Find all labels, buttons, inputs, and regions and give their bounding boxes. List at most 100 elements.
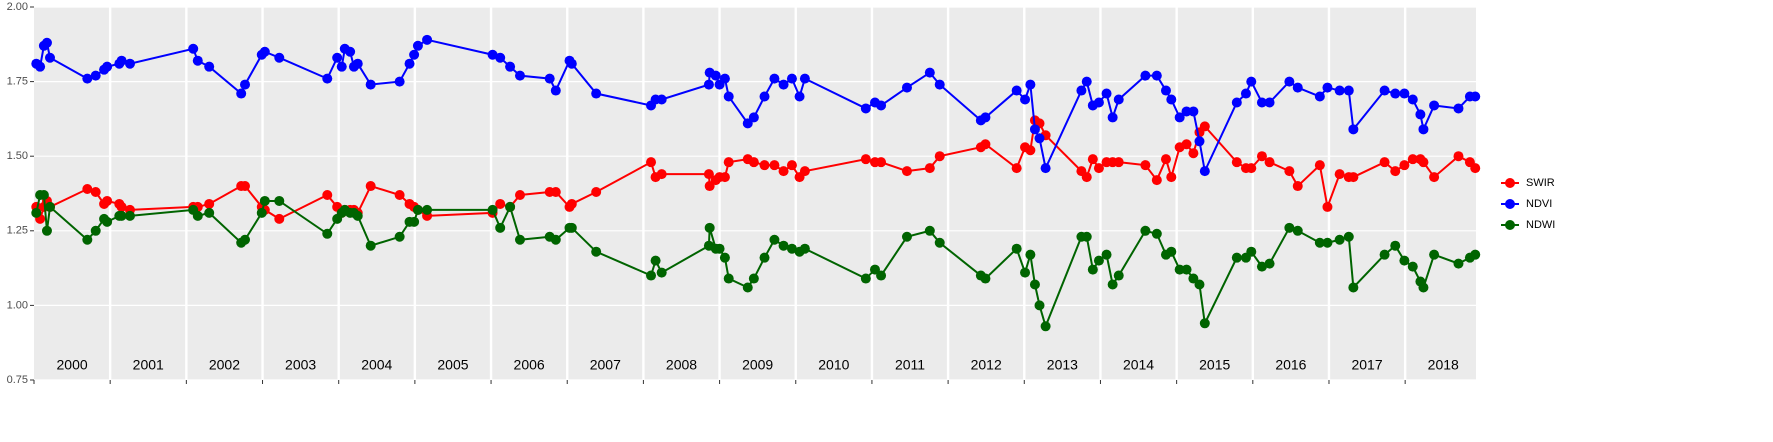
point <box>322 189 333 200</box>
point <box>1166 172 1177 183</box>
point <box>41 225 52 236</box>
point <box>1256 151 1267 162</box>
point <box>409 216 420 227</box>
point <box>1101 249 1112 260</box>
point <box>934 79 945 90</box>
point <box>1256 97 1267 108</box>
point <box>1011 85 1022 96</box>
point <box>90 70 101 81</box>
point <box>1034 133 1045 144</box>
point <box>1081 76 1092 87</box>
point <box>1140 70 1151 81</box>
point <box>901 231 912 242</box>
point <box>1343 85 1354 96</box>
point <box>1113 270 1124 281</box>
point <box>1151 70 1162 81</box>
x-tick-label: 2001 <box>133 357 164 373</box>
point <box>704 222 715 233</box>
point <box>1415 109 1426 120</box>
point <box>236 88 247 99</box>
point <box>412 204 423 215</box>
point <box>980 139 991 150</box>
point <box>1011 243 1022 254</box>
point <box>1040 321 1051 332</box>
point <box>1199 166 1210 177</box>
point <box>860 103 871 114</box>
point <box>1418 157 1429 168</box>
point <box>240 234 251 245</box>
point <box>1348 282 1359 293</box>
x-tick-label: 2012 <box>971 357 1002 373</box>
x-tick-label: 2003 <box>285 357 316 373</box>
point <box>1174 112 1185 123</box>
point <box>550 85 561 96</box>
point <box>566 58 577 69</box>
point <box>1453 258 1464 269</box>
point <box>394 231 405 242</box>
y-tick-label: 1.75 <box>7 76 28 88</box>
point <box>748 157 759 168</box>
legend-label: SWIR <box>1526 177 1555 189</box>
y-tick-label: 1.50 <box>7 150 28 162</box>
point <box>1140 160 1151 171</box>
legend-label: NDVI <box>1526 198 1552 210</box>
point <box>934 151 945 162</box>
point <box>550 187 561 198</box>
point <box>1322 82 1333 93</box>
point <box>1429 100 1440 111</box>
x-tick-label: 2015 <box>1199 357 1230 373</box>
point <box>82 184 93 195</box>
point <box>1292 181 1303 192</box>
point <box>116 201 127 212</box>
point <box>1087 264 1098 275</box>
point <box>703 79 714 90</box>
point <box>514 189 525 200</box>
point <box>1194 136 1205 147</box>
point <box>1025 145 1036 156</box>
point <box>352 210 363 221</box>
point <box>41 37 52 48</box>
y-tick-label: 1.25 <box>7 225 28 237</box>
point <box>1390 88 1401 99</box>
point <box>336 61 347 72</box>
point <box>1231 97 1242 108</box>
point <box>495 52 506 63</box>
point <box>1314 160 1325 171</box>
x-tick-label: 2005 <box>437 357 468 373</box>
point <box>710 70 721 81</box>
point <box>1034 300 1045 311</box>
point <box>1087 154 1098 165</box>
point <box>1107 112 1118 123</box>
point <box>1076 85 1087 96</box>
point <box>876 157 887 168</box>
point <box>1081 172 1092 183</box>
point <box>1379 85 1390 96</box>
point <box>769 160 780 171</box>
point <box>924 163 935 174</box>
point <box>1453 103 1464 114</box>
point <box>1174 264 1185 275</box>
point <box>646 270 657 281</box>
point <box>591 187 602 198</box>
point <box>924 225 935 236</box>
point <box>1264 97 1275 108</box>
point <box>102 195 113 206</box>
point <box>274 52 285 63</box>
point <box>723 91 734 102</box>
point <box>31 207 42 218</box>
point <box>748 273 759 284</box>
legend-label: NDWI <box>1526 219 1555 231</box>
point <box>1240 88 1251 99</box>
point <box>259 195 270 206</box>
point <box>1418 282 1429 293</box>
point <box>778 79 789 90</box>
point <box>1407 94 1418 105</box>
point <box>394 76 405 87</box>
point <box>1020 267 1031 278</box>
point <box>719 172 730 183</box>
point <box>322 228 333 239</box>
point <box>352 58 363 69</box>
point <box>365 181 376 192</box>
point <box>1020 94 1031 105</box>
point <box>505 61 516 72</box>
